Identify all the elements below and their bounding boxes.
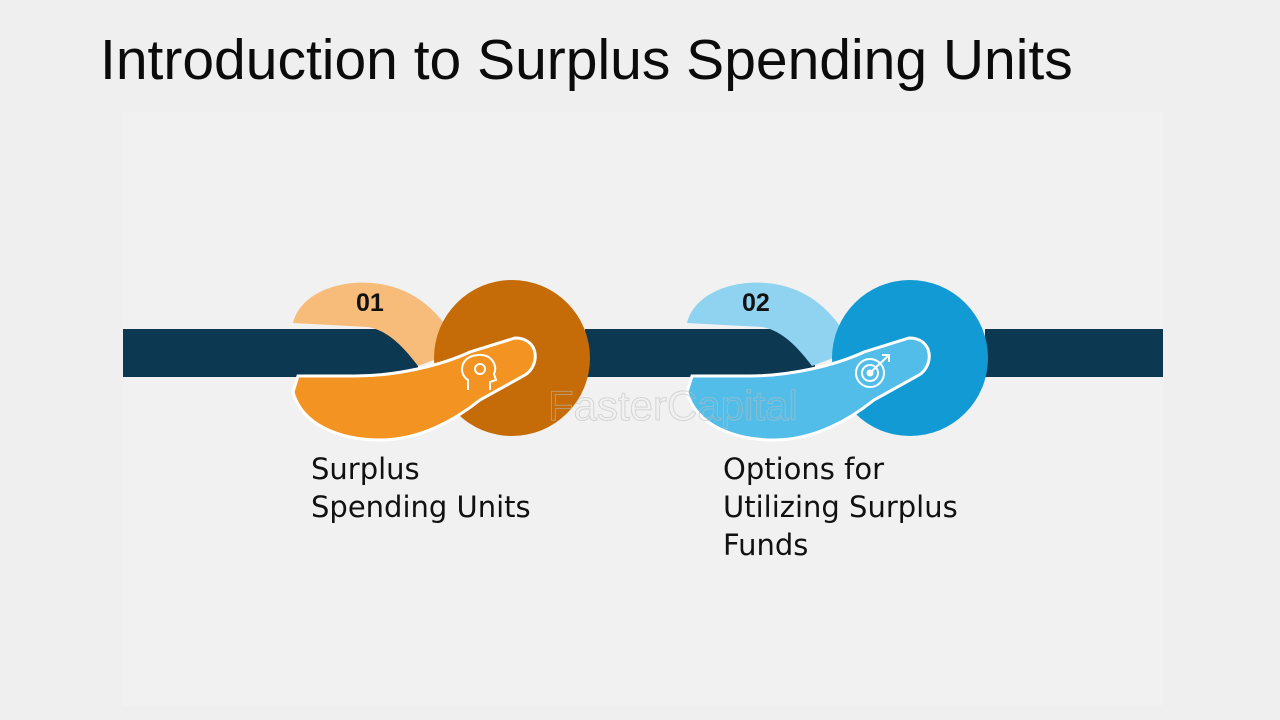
rope-right bbox=[985, 329, 1163, 377]
knot-01-top-loop bbox=[293, 282, 460, 366]
knot-01-number: 01 bbox=[356, 289, 384, 317]
knot-02-bottom-loop bbox=[685, 336, 931, 442]
step-02-label: Options for Utilizing Surplus Funds bbox=[723, 452, 958, 562]
step-01-label: Surplus Spending Units bbox=[311, 452, 531, 524]
head-lightbulb-icon bbox=[461, 353, 498, 390]
knot-02-number: 02 bbox=[742, 289, 770, 317]
knot-01-bottom-loop bbox=[291, 336, 537, 442]
knot-01: 01 bbox=[291, 280, 590, 442]
rope-left bbox=[123, 329, 418, 377]
watermark: FasterCapital bbox=[548, 382, 798, 429]
knot-02: 02 bbox=[685, 280, 988, 442]
slide-panel bbox=[123, 112, 1163, 706]
rope-middle bbox=[585, 329, 815, 377]
target-arrow-icon bbox=[855, 354, 890, 388]
knot-02-top-loop bbox=[687, 282, 854, 366]
slide-title: Introduction to Surplus Spending Units bbox=[100, 28, 1073, 92]
